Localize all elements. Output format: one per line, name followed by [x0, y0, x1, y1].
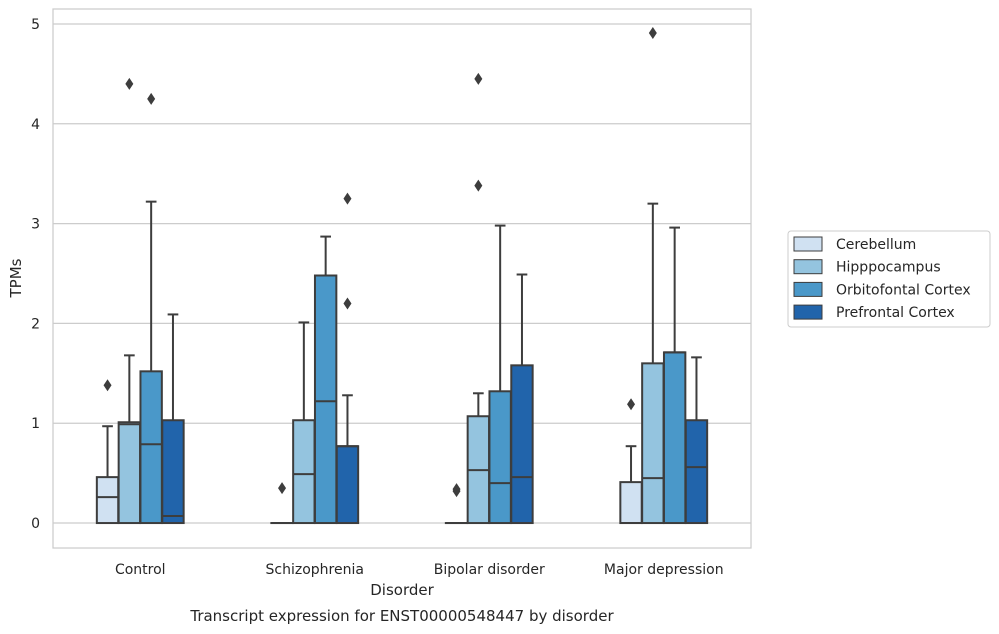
y-tick-label-0: 0 — [31, 516, 40, 532]
box-hipppocampus-0 — [117, 77, 142, 525]
x-axis-label: Disorder — [370, 581, 434, 599]
x-tick-label-major-depression: Major depression — [604, 562, 724, 578]
box-body — [619, 481, 643, 525]
y-tick-label-4: 4 — [31, 117, 40, 133]
legend-swatch-hipppocampus — [793, 259, 823, 275]
legend-label-cerebellum: Cerebellum — [836, 237, 916, 253]
box-orbitofontal-cortex-0 — [139, 92, 163, 525]
box-cerebellum-2 — [444, 483, 469, 525]
box-body — [335, 445, 360, 525]
outlier-point-1 — [452, 483, 461, 496]
legend-frame — [787, 230, 991, 328]
box-body — [292, 419, 316, 525]
legend-swatch-orbitofontal-cortex — [793, 281, 823, 297]
plot-area-frame — [52, 8, 752, 549]
chart-caption: Transcript expression for ENST0000054844… — [189, 607, 614, 625]
box-prefrontal-cortex-3 — [684, 356, 709, 525]
box-hipppocampus-3 — [641, 26, 665, 525]
box-body — [510, 364, 534, 525]
legend-label-hipppocampus: Hipppocampus — [836, 260, 941, 276]
box-body — [95, 476, 120, 525]
x-tick-label-control: Control — [115, 562, 166, 578]
legend-swatch-cerebellum — [793, 236, 823, 252]
box-cerebellum-3 — [619, 398, 643, 525]
y-axis-ticks: 0 1 2 3 4 5 — [31, 17, 40, 532]
outlier-point-0 — [147, 92, 156, 105]
box-orbitofontal-cortex-2 — [488, 224, 512, 525]
box-orbitofontal-cortex-1 — [313, 235, 338, 525]
box-body — [117, 421, 142, 525]
outlier-point-0 — [627, 398, 636, 411]
box-body — [161, 419, 185, 525]
outlier-point-0 — [278, 482, 287, 495]
legend-label-orbitofontal-cortex: Orbitofontal Cortex — [836, 282, 971, 298]
box-hipppocampus-1 — [292, 321, 316, 525]
box-prefrontal-cortex-0 — [161, 313, 185, 525]
outlier-point-0 — [648, 26, 657, 39]
box-body — [139, 370, 163, 525]
box-body — [662, 351, 687, 525]
outlier-point-1 — [474, 72, 483, 85]
legend: Cerebellum Hipppocampus Orbitofontal Corte… — [787, 230, 991, 328]
outlier-point-0 — [343, 297, 352, 310]
legend-label-prefrontal-cortex: Prefrontal Cortex — [836, 305, 955, 321]
y-tick-label-5: 5 — [31, 17, 40, 33]
box-body — [313, 274, 338, 525]
x-axis-ticks: Control Schizophrenia Bipolar disorder Majo… — [115, 562, 724, 578]
outlier-point-0 — [103, 379, 112, 392]
outlier-point-0 — [125, 77, 134, 90]
box-plot-marks — [95, 26, 709, 525]
x-tick-label-schizophrenia: Schizophrenia — [266, 562, 364, 578]
y-axis-label: TPMs — [7, 258, 25, 298]
box-prefrontal-cortex-1 — [335, 192, 360, 525]
box-body — [641, 362, 665, 525]
box-prefrontal-cortex-2 — [510, 273, 534, 525]
y-tick-label-1: 1 — [31, 416, 40, 432]
box-cerebellum-0 — [95, 379, 120, 525]
outlier-point-1 — [343, 192, 352, 205]
x-tick-label-bipolar-disorder: Bipolar disorder — [434, 562, 545, 578]
y-tick-label-2: 2 — [31, 316, 40, 332]
box-cerebellum-1 — [270, 482, 294, 525]
legend-swatch-prefrontal-cortex — [793, 304, 823, 320]
box-orbitofontal-cortex-3 — [662, 226, 687, 525]
y-tick-label-3: 3 — [31, 217, 40, 233]
outlier-point-0 — [474, 179, 483, 192]
box-hipppocampus-2 — [466, 72, 491, 525]
box-body — [488, 390, 512, 525]
box-body — [684, 419, 709, 525]
